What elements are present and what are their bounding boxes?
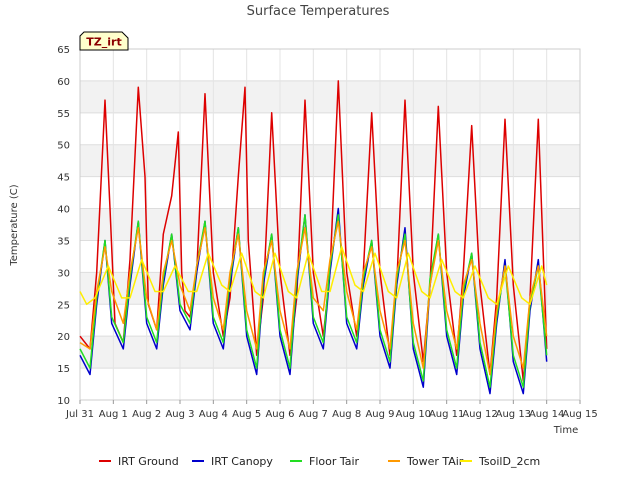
legend-label: Tower TAir <box>406 455 464 468</box>
badge-box <box>79 31 129 51</box>
x-tick-label: Aug 15 <box>562 409 597 420</box>
plot-frame <box>79 48 581 401</box>
y-tick-label: 65 <box>57 45 70 56</box>
x-tick-label: Aug 4 <box>199 409 228 420</box>
x-tick-label: Aug 2 <box>132 409 161 420</box>
series-lines <box>79 80 548 395</box>
grid-band <box>80 336 580 369</box>
x-tick-label: Aug 6 <box>265 409 294 420</box>
grid-band <box>80 208 580 241</box>
grid-band <box>80 144 580 177</box>
y-tick-label: 15 <box>57 364 70 375</box>
badge: TZ_irt <box>79 31 129 51</box>
legend-label: Floor Tair <box>309 455 360 468</box>
y-tick-label: 40 <box>57 205 70 216</box>
badge-label: TZ_irt <box>86 36 121 49</box>
y-tick-label: 35 <box>57 236 70 247</box>
y-tick-label: 60 <box>57 77 70 88</box>
y-tick-label: 10 <box>57 396 70 407</box>
x-tick-label: Aug 12 <box>462 409 497 420</box>
legend-label: IRT Ground <box>118 455 179 468</box>
x-tick-label: Aug 10 <box>396 409 431 420</box>
x-tick-label: Aug 7 <box>299 409 328 420</box>
x-tick-label: Aug 1 <box>99 409 128 420</box>
x-tick-label: Aug 5 <box>232 409 261 420</box>
x-tick-label: Aug 11 <box>429 409 464 420</box>
x-axis-title: Time <box>553 425 578 436</box>
x-tick-label: Aug 14 <box>529 409 564 420</box>
y-tick-label: 25 <box>57 300 70 311</box>
legend-label: IRT Canopy <box>211 455 273 468</box>
y-tick-label: 30 <box>57 268 70 279</box>
x-axis-ticks: Jul 31 Aug 1 Aug 2 Aug 3 Aug 4 Aug 5 Aug 6 Aug … <box>65 400 598 420</box>
x-tick-label: Aug 9 <box>365 409 394 420</box>
y-tick-label: 45 <box>57 173 70 184</box>
y-tick-label: 55 <box>57 109 70 120</box>
x-tick-label: Aug 13 <box>496 409 531 420</box>
chart-title: Surface Temperatures <box>247 4 390 19</box>
y-axis-title: Temperature (C) <box>9 184 20 266</box>
y-tick-label: 50 <box>57 141 70 152</box>
legend: IRT Ground IRT Canopy Floor Tair Tower TAir… <box>99 455 540 468</box>
y-axis-ticks: 10 15 20 25 30 35 40 45 50 55 60 65 <box>57 45 70 407</box>
y-tick-label: 20 <box>57 332 70 343</box>
series-line-tower-tair <box>79 220 548 376</box>
x-tick-label: Aug 3 <box>165 409 194 420</box>
grid-band <box>80 80 580 113</box>
series-line-tsoild-2cm <box>79 246 548 306</box>
x-tick-label: Aug 8 <box>332 409 361 420</box>
x-tick-label: Jul 31 <box>65 409 94 420</box>
legend-label: TsoilD_2cm <box>478 455 540 468</box>
